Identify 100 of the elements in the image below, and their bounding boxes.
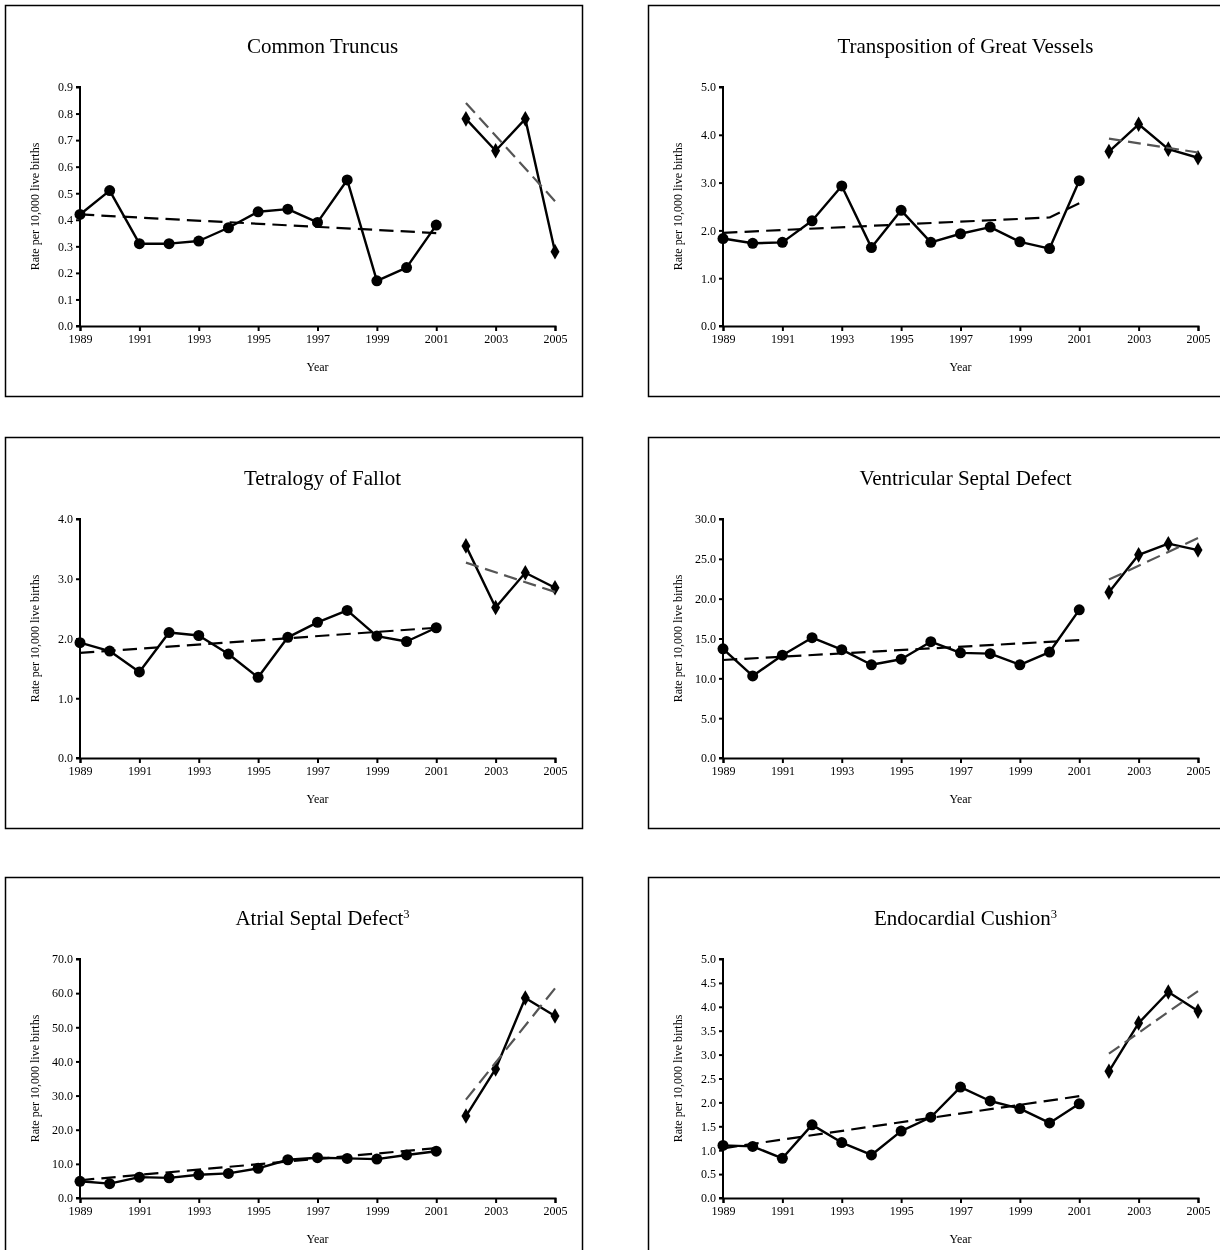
point bbox=[776, 1152, 788, 1164]
x-tick-label: 1995 bbox=[889, 1203, 914, 1218]
x-tick-label: 1997 bbox=[949, 763, 973, 778]
x-tick-label: 2001 bbox=[1067, 1203, 1092, 1218]
y-tick-label: 0.6 bbox=[58, 160, 73, 175]
point bbox=[252, 206, 264, 218]
y-tick-label: 3.0 bbox=[701, 1047, 716, 1062]
y-tick-label: 0.9 bbox=[58, 80, 73, 95]
y-tick-label: 2.0 bbox=[701, 223, 716, 238]
x-tick-label: 1993 bbox=[830, 331, 855, 346]
point bbox=[806, 215, 818, 227]
point bbox=[984, 1095, 996, 1107]
y-tick-label: 1.0 bbox=[58, 691, 73, 706]
x-tick-label: 1991 bbox=[770, 1203, 795, 1218]
point bbox=[1044, 243, 1056, 255]
x-tick-label: 2005 bbox=[1186, 763, 1211, 778]
y-axis-title: Rate per 10,000 live births bbox=[28, 142, 42, 271]
y-tick-label: 5.0 bbox=[701, 711, 716, 726]
x-tick-label: 1991 bbox=[770, 763, 795, 778]
x-tick-label: 1989 bbox=[68, 763, 93, 778]
point bbox=[1044, 1117, 1056, 1129]
y-tick-label: 4.0 bbox=[701, 128, 716, 143]
y-tick-label: 1.0 bbox=[701, 1143, 716, 1158]
y-tick-label: 0.0 bbox=[701, 319, 716, 334]
point bbox=[984, 221, 996, 233]
x-tick-label: 1993 bbox=[830, 1203, 855, 1218]
point bbox=[836, 1137, 848, 1149]
y-tick-label: 3.0 bbox=[58, 572, 73, 587]
point bbox=[747, 670, 759, 682]
x-tick-label: 1991 bbox=[127, 1203, 152, 1218]
x-tick-label: 1991 bbox=[127, 331, 152, 346]
y-tick-label: 0.5 bbox=[58, 186, 73, 201]
y-axis-title: Rate per 10,000 live births bbox=[671, 142, 685, 271]
point bbox=[401, 635, 413, 647]
y-tick-label: 0.0 bbox=[58, 1191, 73, 1206]
x-tick-label: 2003 bbox=[1127, 331, 1152, 346]
x-tick-label: 1993 bbox=[187, 331, 212, 346]
point bbox=[717, 643, 729, 655]
point bbox=[371, 275, 383, 287]
x-tick-label: 1989 bbox=[711, 763, 736, 778]
chart-title: Common Truncus bbox=[246, 34, 399, 58]
y-tick-label: 20.0 bbox=[695, 592, 716, 607]
y-tick-label: 10.0 bbox=[695, 671, 716, 686]
x-tick-label: 2001 bbox=[424, 331, 449, 346]
y-tick-label: 0.8 bbox=[58, 106, 73, 121]
y-tick-label: 2.5 bbox=[701, 1071, 716, 1086]
y-tick-label: 10.0 bbox=[52, 1157, 73, 1172]
y-tick-label: 70.0 bbox=[52, 952, 73, 967]
y-tick-label: 3.5 bbox=[701, 1024, 716, 1039]
point bbox=[776, 236, 788, 248]
x-tick-label: 2001 bbox=[424, 1203, 449, 1218]
x-axis-title: Year bbox=[306, 792, 329, 806]
x-tick-label: 1997 bbox=[306, 763, 330, 778]
x-tick-label: 1999 bbox=[365, 763, 390, 778]
point bbox=[222, 222, 234, 234]
x-tick-label: 2003 bbox=[484, 763, 509, 778]
point bbox=[163, 627, 175, 639]
x-tick-label: 1995 bbox=[889, 763, 914, 778]
y-tick-label: 0.0 bbox=[58, 751, 73, 766]
y-tick-label: 0.3 bbox=[58, 239, 73, 254]
y-tick-label: 5.0 bbox=[701, 80, 716, 95]
chart-title: Endocardial Cushion$^{3}$ bbox=[873, 906, 1058, 930]
y-tick-label: 60.0 bbox=[52, 986, 73, 1001]
y-tick-label: 3.0 bbox=[701, 175, 716, 190]
y-tick-label: 5.0 bbox=[701, 952, 716, 967]
y-tick-label: 1.0 bbox=[701, 271, 716, 286]
point bbox=[776, 649, 788, 661]
x-axis-title: Year bbox=[306, 1232, 329, 1246]
x-tick-label: 1991 bbox=[770, 331, 795, 346]
point bbox=[1073, 1098, 1085, 1110]
y-tick-label: 30.0 bbox=[52, 1088, 73, 1103]
point bbox=[836, 180, 848, 192]
point bbox=[222, 648, 234, 660]
y-tick-label: 40.0 bbox=[52, 1054, 73, 1069]
point bbox=[806, 632, 818, 644]
y-tick-label: 50.0 bbox=[52, 1020, 73, 1035]
chart-title: Transposition of Great Vessels bbox=[837, 34, 1094, 58]
x-tick-label: 1999 bbox=[365, 1203, 390, 1218]
x-tick-label: 2005 bbox=[543, 763, 568, 778]
point bbox=[193, 630, 205, 642]
y-tick-label: 15.0 bbox=[695, 631, 716, 646]
y-tick-label: 0.0 bbox=[58, 319, 73, 334]
x-tick-label: 1995 bbox=[889, 331, 914, 346]
x-tick-label: 1993 bbox=[187, 763, 212, 778]
x-tick-label: 2001 bbox=[1067, 331, 1092, 346]
x-tick-label: 2005 bbox=[1186, 331, 1211, 346]
point bbox=[1014, 236, 1026, 248]
point bbox=[104, 185, 116, 197]
point bbox=[371, 1153, 383, 1165]
x-axis-title: Year bbox=[306, 360, 329, 374]
y-tick-label: 0.5 bbox=[701, 1167, 716, 1182]
point bbox=[401, 262, 413, 274]
point bbox=[163, 1172, 175, 1184]
chart-title: Ventricular Septal Defect bbox=[859, 466, 1072, 490]
x-tick-label: 1995 bbox=[246, 1203, 271, 1218]
y-tick-label: 0.0 bbox=[701, 1191, 716, 1206]
point bbox=[1073, 175, 1085, 187]
point bbox=[1044, 646, 1056, 658]
point bbox=[252, 671, 264, 683]
point bbox=[74, 637, 86, 649]
